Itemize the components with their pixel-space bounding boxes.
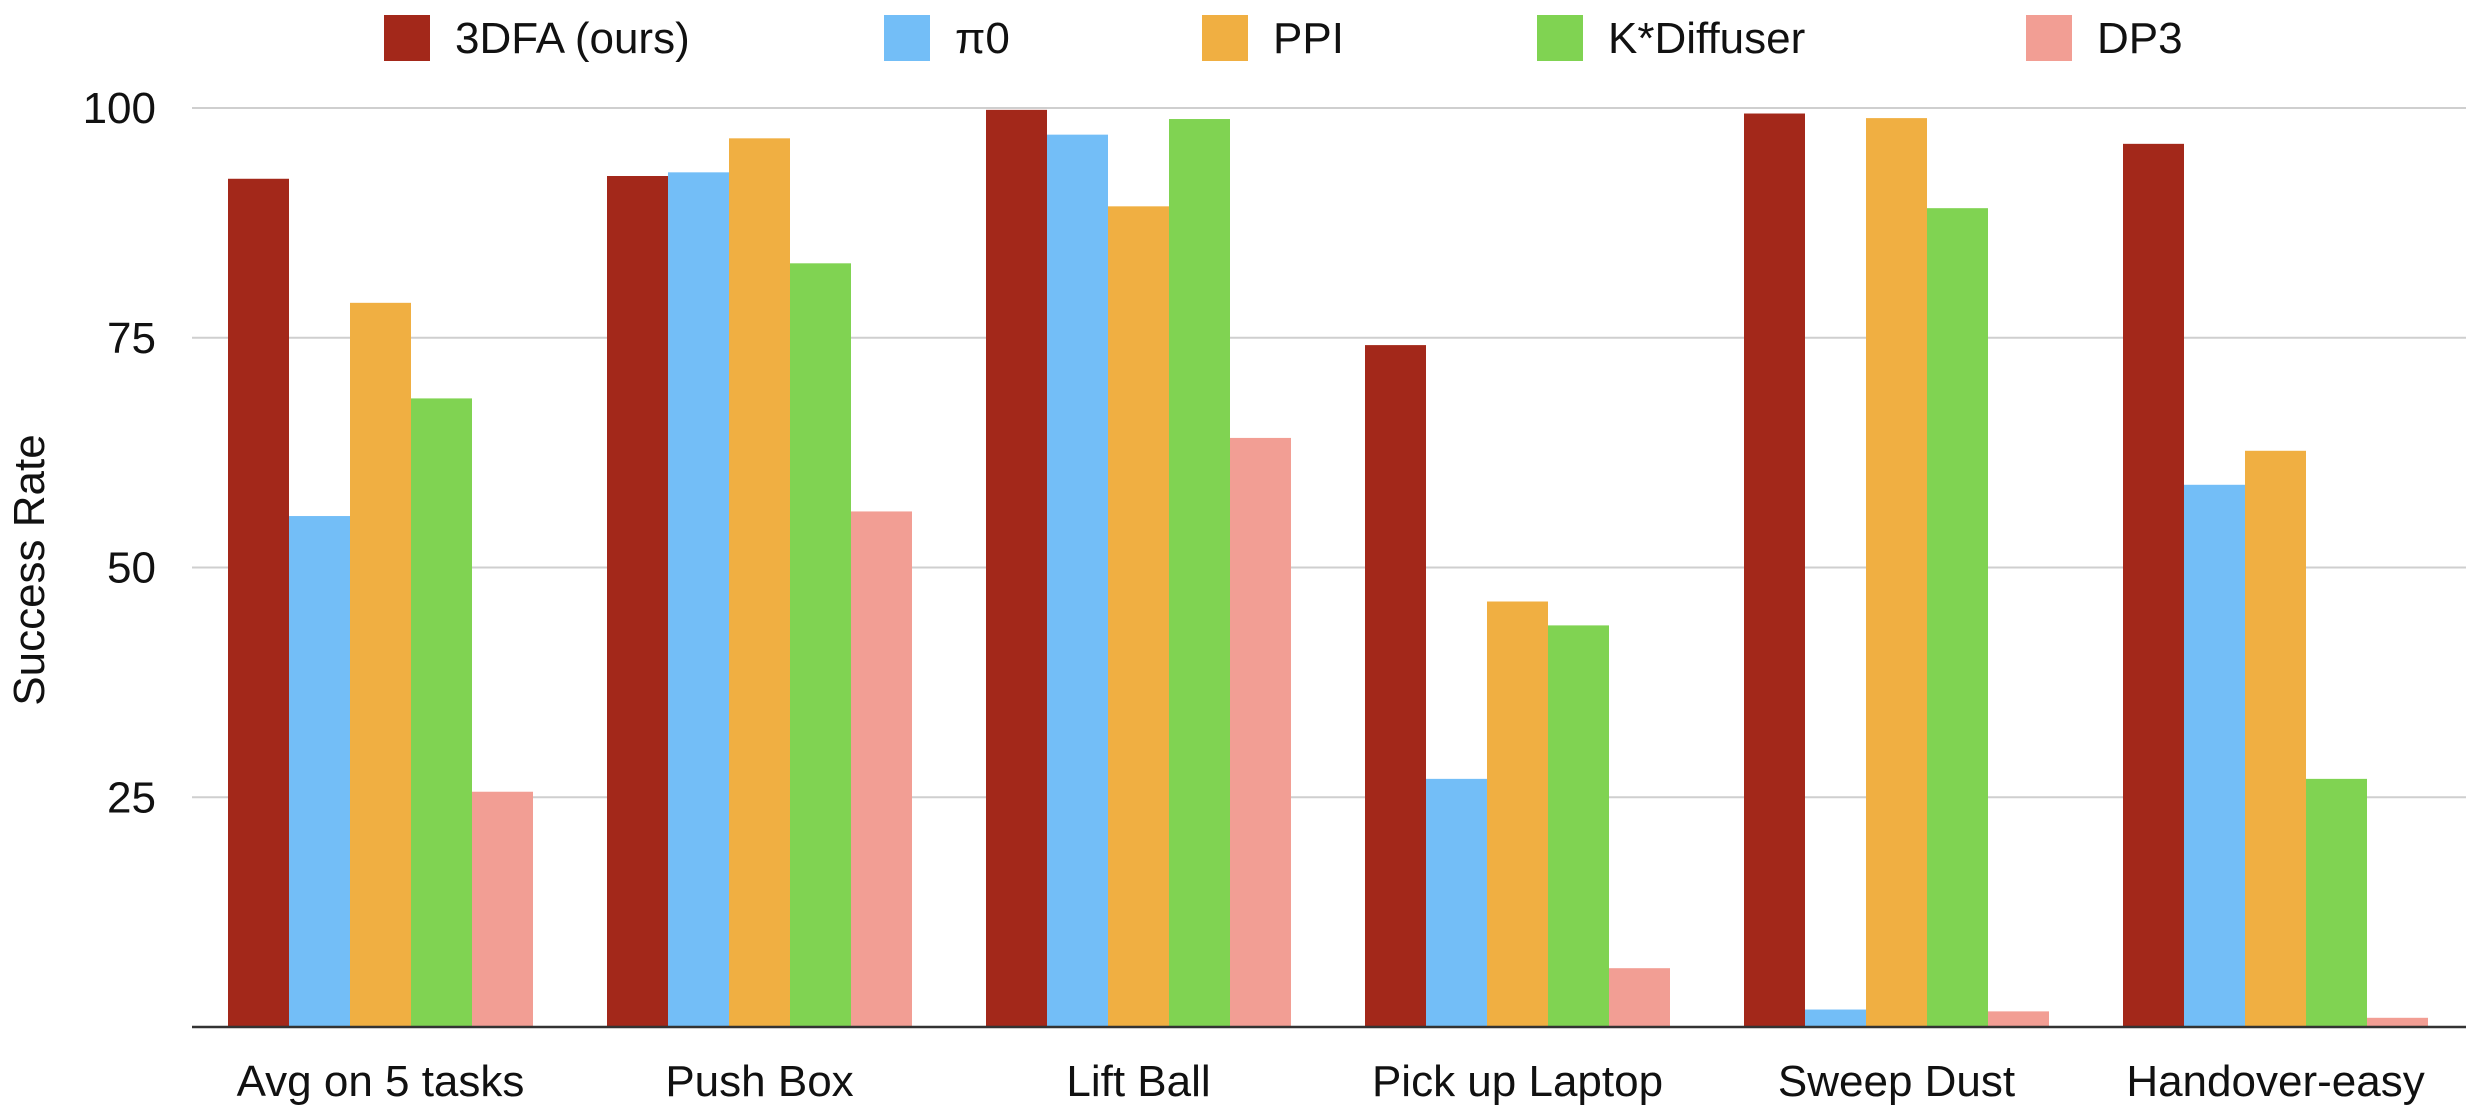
x-tick-label: Avg on 5 tasks [237,1057,525,1106]
legend-swatch [1537,15,1583,61]
bar-4-4 [1988,1011,2049,1027]
bar-0-1 [607,176,668,1028]
bar-1-3 [1426,778,1487,1027]
legend-label: π0 [955,14,1010,63]
grid-layer [192,107,2466,799]
bar-3-3 [1548,625,1609,1027]
legend-label: PPI [1273,14,1344,63]
bar-1-0 [289,516,350,1027]
x-tick-label: Lift Ball [1066,1057,1210,1106]
y-tick-label: 100 [83,84,156,133]
bar-0-5 [2123,143,2184,1027]
bar-0-4 [1744,113,1805,1028]
bar-1-5 [2184,484,2245,1027]
axis-layer: 25 50 75 100 Avg on 5 tasks Push Box Lift Ball… [83,84,2466,1106]
bar-4-0 [472,791,533,1027]
y-tick-label: 75 [107,314,156,363]
y-tick-label: 50 [107,544,156,593]
x-tick-label: Push Box [665,1057,853,1106]
legend-label: 3DFA (ours) [455,14,690,63]
bar-0-2 [986,109,1047,1027]
bar-2-0 [350,302,411,1027]
bar-3-4 [1927,208,1988,1027]
bar-4-5 [2367,1017,2428,1027]
bar-4-1 [851,511,912,1027]
bar-1-2 [1047,134,1108,1027]
bar-3-5 [2306,778,2367,1027]
bar-2-1 [729,138,790,1027]
y-axis-label: Success Rate [5,434,54,705]
bar-4-3 [1609,968,1670,1027]
bars-layer [228,109,2428,1028]
legend-swatch [2026,15,2072,61]
bar-1-4 [1805,1009,1866,1027]
bar-3-0 [411,398,472,1027]
legend-swatch [884,15,930,61]
x-tick-label: Pick up Laptop [1372,1057,1663,1106]
legend-swatch [384,15,430,61]
legend-label: K*Diffuser [1608,14,1805,63]
bar-2-2 [1108,206,1169,1027]
legend-swatch [1202,15,1248,61]
bar-3-1 [790,263,851,1027]
y-tick-label: 25 [107,773,156,822]
bar-2-4 [1866,118,1927,1027]
bar-1-1 [668,172,729,1027]
bar-2-5 [2245,450,2306,1027]
legend-label: DP3 [2097,14,2183,63]
bar-0-0 [228,178,289,1027]
x-tick-label: Sweep Dust [1778,1057,2015,1106]
bar-0-3 [1365,345,1426,1027]
bar-4-2 [1230,437,1291,1027]
x-tick-label: Handover-easy [2126,1057,2424,1106]
legend: 3DFA (ours) π0 PPI K*Diffuser DP3 [384,14,2183,63]
bar-3-2 [1169,119,1230,1027]
bar-2-3 [1487,601,1548,1027]
